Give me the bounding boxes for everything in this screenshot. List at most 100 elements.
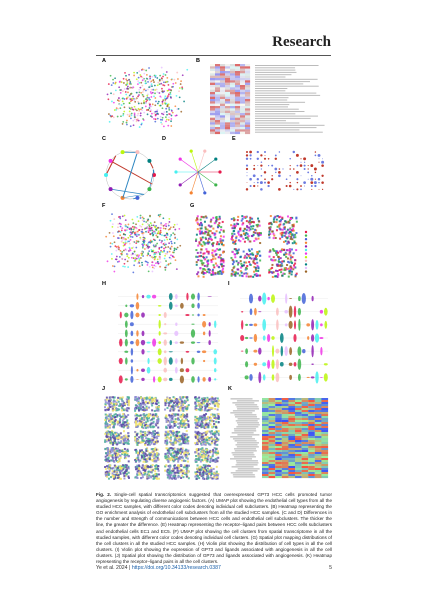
heat-cell (321, 430, 329, 433)
spot (155, 467, 158, 470)
heat-cell (235, 108, 241, 111)
heat-cell (275, 400, 282, 403)
umap-dot (143, 236, 146, 239)
spot (259, 232, 262, 235)
spot (255, 269, 258, 272)
spot (184, 435, 187, 438)
heat-cell (262, 438, 269, 441)
spot (218, 266, 221, 269)
spot (144, 426, 147, 429)
violin (135, 312, 140, 318)
umap-dot (170, 114, 173, 117)
spot (198, 224, 201, 227)
spot (169, 476, 172, 479)
heat-cell (275, 414, 282, 417)
spot (195, 409, 198, 412)
spot (120, 477, 123, 480)
heat-cell (262, 426, 269, 429)
umap-dot (111, 100, 113, 103)
heat-cell (281, 456, 289, 459)
spot (166, 435, 169, 438)
spot (147, 476, 150, 479)
go-term (255, 85, 319, 87)
umap-dot (157, 230, 160, 233)
umap-dot (140, 91, 143, 94)
spot (217, 248, 220, 251)
spot (153, 436, 156, 439)
spot (118, 469, 121, 472)
go-term (255, 92, 317, 94)
spot (268, 255, 271, 258)
spot (144, 467, 147, 470)
spot (201, 447, 204, 450)
heat-cell (268, 436, 276, 439)
spot (110, 430, 113, 433)
heat-cell (262, 432, 269, 435)
dot (318, 158, 320, 160)
umap-dot (143, 72, 146, 75)
spot (288, 270, 291, 273)
violin (279, 333, 284, 343)
spot (183, 425, 186, 428)
spot (183, 415, 186, 418)
heat-cell (295, 454, 302, 457)
heat-cell (235, 68, 241, 72)
heat-cell (301, 408, 309, 411)
spot (186, 466, 189, 469)
heat-cell (235, 115, 241, 118)
spot (150, 441, 153, 444)
spot (275, 263, 278, 266)
heat-cell (240, 120, 246, 123)
heat-cell (275, 434, 282, 437)
spot (122, 467, 125, 470)
heat-cell (314, 426, 322, 429)
spot (282, 260, 285, 263)
go-term (255, 81, 311, 83)
umap-dot (157, 81, 160, 84)
umap-dot (154, 113, 157, 116)
spot (199, 406, 202, 409)
spot (135, 450, 138, 453)
spot (254, 228, 257, 231)
spot (294, 259, 297, 262)
spot (196, 433, 199, 436)
spot (145, 437, 148, 440)
spot (211, 271, 214, 274)
spot (208, 229, 211, 232)
go-term (255, 115, 318, 117)
heat-cell (235, 120, 241, 123)
umap-dot (151, 91, 154, 94)
violin (208, 340, 211, 346)
spot (143, 452, 146, 455)
spot (217, 430, 220, 433)
spot (187, 424, 190, 427)
spot (275, 269, 278, 272)
spot (152, 477, 155, 480)
umap-dot (132, 257, 135, 260)
heat-cell (210, 75, 216, 79)
spot (211, 254, 214, 257)
umap-dot (150, 109, 152, 111)
heat-cell (321, 446, 329, 449)
heat-cell (288, 436, 296, 439)
spot (152, 438, 155, 441)
spot (201, 466, 204, 469)
violin (141, 330, 145, 337)
spot (112, 437, 115, 440)
umap-dot (164, 95, 167, 98)
umap-dot (159, 233, 162, 236)
spot (127, 414, 130, 417)
spot (112, 399, 115, 402)
spot (239, 256, 242, 259)
heat-cell (281, 438, 289, 441)
umap-dot (132, 228, 135, 231)
spot (175, 420, 178, 423)
spot (157, 477, 160, 480)
spot (164, 441, 167, 444)
heat-cell (275, 442, 282, 445)
spot (172, 413, 175, 416)
heat-cell (281, 424, 289, 427)
spot (165, 420, 168, 423)
spot (172, 441, 175, 444)
umap-dot (159, 261, 162, 264)
